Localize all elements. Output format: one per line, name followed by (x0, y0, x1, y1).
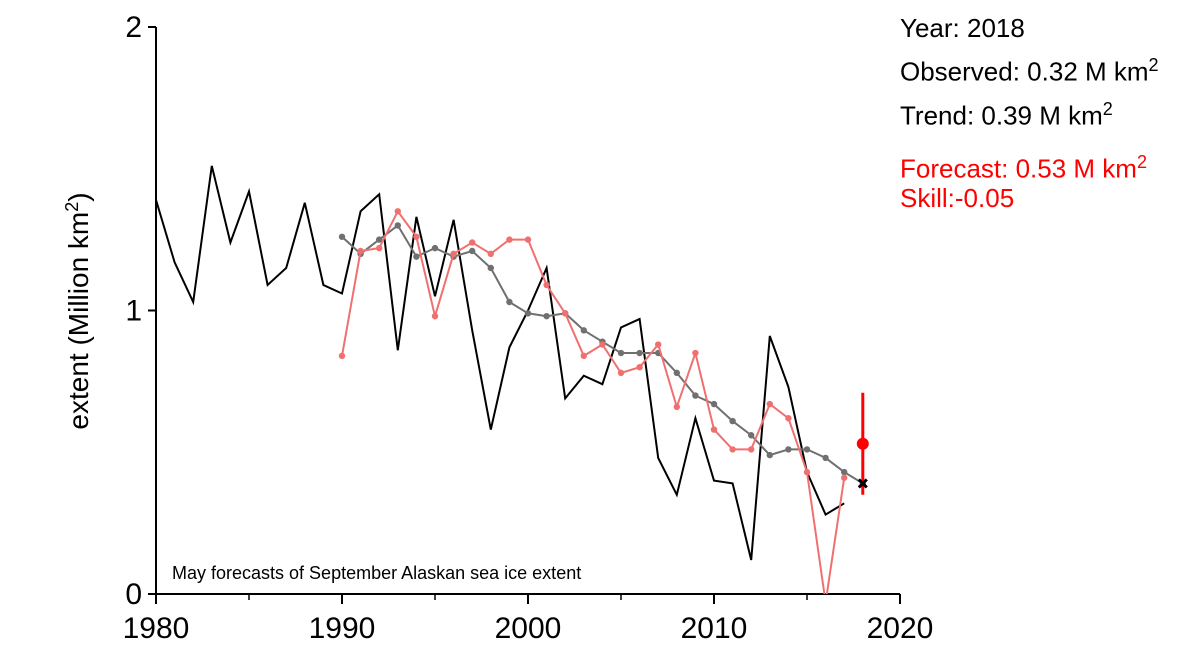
trend-series-point (506, 298, 513, 306)
trend-series-point (487, 264, 494, 272)
year-readout: Year: 2018 (900, 13, 1025, 43)
trend-series-point (469, 247, 476, 255)
y-axis-label: extent (Million km2) (62, 192, 94, 429)
trend-series-point (710, 400, 718, 408)
forecast-history-point (636, 364, 643, 371)
trend-series-point (673, 369, 680, 377)
trend-series-point (803, 446, 811, 453)
forecast-history-point (673, 403, 680, 411)
trend-readout: Trend: 0.39 M km2 (900, 98, 1113, 131)
forecast-history-point (729, 446, 736, 453)
x-tick-label: 2020 (867, 612, 934, 645)
trend-series-point (785, 446, 792, 453)
trend-series-point (748, 432, 755, 439)
trend-series-line (341, 223, 864, 485)
forecast-readout: Forecast: 0.53 M km2 (900, 152, 1147, 184)
forecast-history-point (524, 236, 532, 243)
forecast-history-point (543, 281, 550, 289)
forecast-history-point (431, 312, 439, 320)
trend-series-point (617, 349, 625, 357)
forecast-history-point (785, 415, 792, 422)
series-layer (156, 165, 866, 605)
stats-panel: Year: 2018 Observed: 0.32 M km2 Trend: 0… (900, 10, 1159, 217)
trend-series-point (766, 451, 773, 459)
marker-layer (856, 392, 869, 495)
y-tick-label: 0 (125, 578, 142, 611)
observed-series-line (156, 165, 845, 561)
forecast-history-point (617, 369, 625, 377)
x-tick-label: 1990 (309, 612, 376, 645)
trend-series-point (376, 236, 383, 243)
chart-annotation: May forecasts of September Alaskan sea i… (172, 563, 581, 583)
trend-series-point (841, 468, 848, 476)
forecast-history-point (469, 239, 476, 246)
trend-series-point (822, 454, 829, 462)
observed-trend-marker (857, 478, 868, 489)
trend-series-point (692, 392, 699, 399)
trend-series-point (636, 349, 643, 357)
x-tick-label: 2000 (495, 612, 562, 645)
forecast-history-point (394, 208, 401, 215)
forecast-history-point (599, 341, 606, 348)
trend-series-point (524, 310, 532, 317)
forecast-history-point (562, 310, 569, 317)
forecast-history-point (487, 250, 494, 257)
forecast-history-point (748, 446, 755, 453)
observed-readout: Observed: 0.32 M km2 (900, 55, 1159, 87)
forecast-history-point (357, 247, 364, 255)
forecast-history-point (841, 474, 848, 481)
axes: 0 1 2 1980 1990 2000 2010 2020 (123, 11, 934, 645)
forecast-history-line (341, 209, 846, 594)
forecast-history-point (692, 349, 699, 357)
trend-series-point (431, 244, 439, 252)
x-tick-label: 2010 (681, 612, 748, 645)
forecast-history-point (822, 599, 828, 605)
trend-series-point (580, 327, 587, 334)
forecast-history-point (766, 400, 773, 408)
forecast-history-point (655, 341, 662, 348)
forecast-history-point (710, 426, 718, 433)
forecast-history-point (413, 233, 420, 240)
trend-series-point (543, 312, 550, 320)
trend-series-point (413, 253, 420, 260)
forecast-history-point (376, 244, 383, 252)
forecast-point (856, 437, 869, 450)
trend-series-point (394, 222, 401, 229)
trend-series-point (338, 233, 346, 240)
x-tick-label: 1980 (123, 612, 190, 645)
forecast-history-point (580, 352, 587, 360)
skill-readout: Skill:-0.05 (900, 182, 1015, 213)
y-tick-label: 2 (125, 11, 142, 44)
y-tick-label: 1 (125, 295, 142, 328)
forecast-history-point (450, 250, 457, 257)
forecast-history-point (338, 352, 346, 360)
forecast-history-point (803, 468, 811, 476)
forecast-history-point (506, 236, 513, 243)
trend-series-point (729, 417, 736, 425)
